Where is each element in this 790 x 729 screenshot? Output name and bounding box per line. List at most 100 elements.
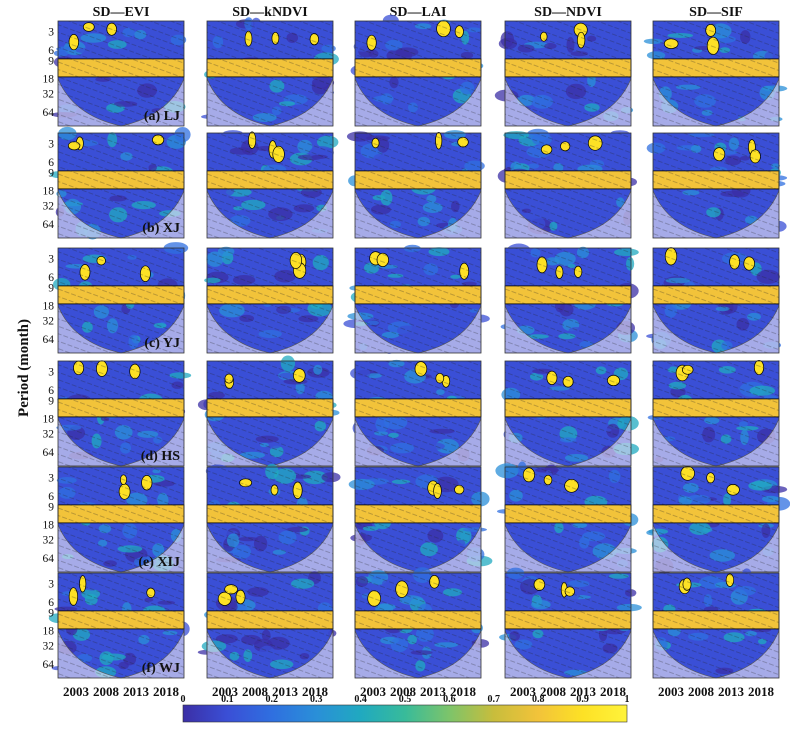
panel-r3-c2: [204, 246, 334, 354]
row-label: (f) WJ: [142, 661, 180, 676]
panel-r4-c1: (d) HS 3 69 18 32 64: [43, 360, 192, 467]
y-tick-label: 18: [43, 186, 55, 198]
x-tick-label: 2003: [212, 684, 239, 699]
phase-arrows: [207, 21, 333, 126]
y-tick-label: 9: [48, 607, 54, 619]
colorbar-tick-label: 0.8: [532, 694, 545, 705]
colorbar-tick-label: 0.5: [399, 694, 412, 705]
panel-r4-c2: [197, 355, 340, 467]
panel-r3-c5: [646, 247, 781, 354]
panel-frame: [652, 572, 780, 679]
panel-frame: [652, 132, 780, 239]
phase-arrows: [653, 21, 779, 126]
row-label: (d) HS: [141, 449, 181, 464]
x-tick-label: 2018: [153, 684, 180, 699]
x-tick-labels: 2003 2008 2013 2018 2003 2008 2013 2018 2003 2008…: [63, 684, 775, 699]
x-tick-label: 2008: [688, 684, 715, 699]
panel-frame: [504, 360, 632, 467]
panel-frame: [354, 247, 482, 354]
panel-frame: [57, 247, 185, 354]
panel-frame: [57, 360, 185, 467]
phase-arrows: [207, 361, 333, 466]
phase-arrows: [653, 361, 779, 466]
y-tick-label: 9: [48, 282, 54, 294]
phase-arrows: [653, 133, 779, 238]
phase-arrows: [355, 248, 481, 353]
column-title-5: SD—SIF: [689, 5, 743, 20]
panel-frame: [206, 132, 334, 239]
panel-r4-c3: [350, 359, 482, 467]
x-tick-label: 2008: [540, 684, 567, 699]
panel-r2-c5: [646, 132, 788, 239]
y-tick-label: 18: [43, 74, 55, 86]
panel-r2-c3: [346, 130, 485, 239]
panel-frame: [504, 132, 632, 239]
row-label: (e) XIJ: [138, 555, 180, 570]
panel-r1-c3: [350, 14, 484, 127]
phase-arrows: [355, 467, 481, 572]
panel-frame: [504, 247, 632, 354]
y-tick-label: 3: [48, 139, 54, 151]
panel-r6-c5: [652, 568, 780, 679]
colorbar-tick-label: 0.2: [266, 694, 279, 705]
phase-arrows: [58, 248, 184, 353]
colorbar-tick-label: 0.9: [576, 694, 589, 705]
phase-arrows: [653, 467, 779, 572]
phase-arrows: [58, 361, 184, 466]
x-tick-label: 2013: [570, 684, 597, 699]
x-tick-label: 2003: [360, 684, 387, 699]
panel-frame: [504, 572, 632, 679]
phase-arrows: [58, 467, 184, 572]
y-tick-label: 6: [48, 45, 54, 57]
y-tick-label: 6: [48, 385, 54, 397]
panel-frame: [354, 20, 482, 127]
colorbar-tick-label: 0: [181, 694, 186, 705]
y-tick-label: 6: [48, 157, 54, 169]
panel-r3-c1: (c) YJ 3 69 18 32 64: [43, 242, 189, 354]
panel-r5-c3: [348, 466, 493, 573]
y-tick-label: 64: [43, 107, 55, 119]
y-tick-label: 32: [43, 641, 55, 653]
x-tick-label: 2008: [242, 684, 269, 699]
phase-arrows: [505, 248, 631, 353]
row-label: (c) YJ: [144, 336, 180, 351]
y-tick-label: 32: [43, 316, 55, 328]
y-tick-label: 3: [48, 579, 54, 591]
panel-r5-c1: (e) XIJ 3 69 18 32 64: [43, 466, 185, 573]
panel-r2-c4: [497, 128, 637, 239]
panel-frame: [57, 572, 185, 679]
phase-arrows: [58, 573, 184, 678]
panel-r1-c4: [494, 20, 634, 127]
x-tick-label: 2003: [658, 684, 685, 699]
panel-frame: [206, 247, 334, 354]
panel-frame: [354, 572, 482, 679]
x-tick-label: 2013: [272, 684, 299, 699]
panel-frame: [652, 360, 780, 467]
panel-r5-c5: [646, 465, 790, 574]
colorbar-tick-label: 0.1: [221, 694, 234, 705]
y-tick-label: 6: [48, 272, 54, 284]
x-tick-label: 2018: [450, 684, 477, 699]
panel-r2-c2: [206, 130, 339, 239]
panel-frame: [354, 132, 482, 239]
panel-r6-c3: [354, 567, 490, 679]
y-tick-label: 64: [43, 659, 55, 671]
column-title-1: SD—EVI: [93, 5, 150, 20]
phase-arrows: [58, 133, 184, 238]
x-tick-label: 2003: [510, 684, 537, 699]
panel-r4-c5: [647, 359, 780, 467]
colorbar-tick-label: 1: [625, 694, 630, 705]
phase-arrows: [58, 21, 184, 126]
y-tick-label: 3: [48, 367, 54, 379]
y-tick-label: 32: [43, 201, 55, 213]
phase-arrows: [505, 21, 631, 126]
phase-arrows: [505, 361, 631, 466]
x-tick-label: 2008: [93, 684, 120, 699]
x-tick-label: 2018: [302, 684, 329, 699]
row-label: (b) XJ: [142, 221, 180, 236]
y-tick-label: 64: [43, 553, 55, 565]
y-tick-label: 64: [43, 334, 55, 346]
y-tick-label: 64: [43, 219, 55, 231]
phase-arrows: [355, 133, 481, 238]
